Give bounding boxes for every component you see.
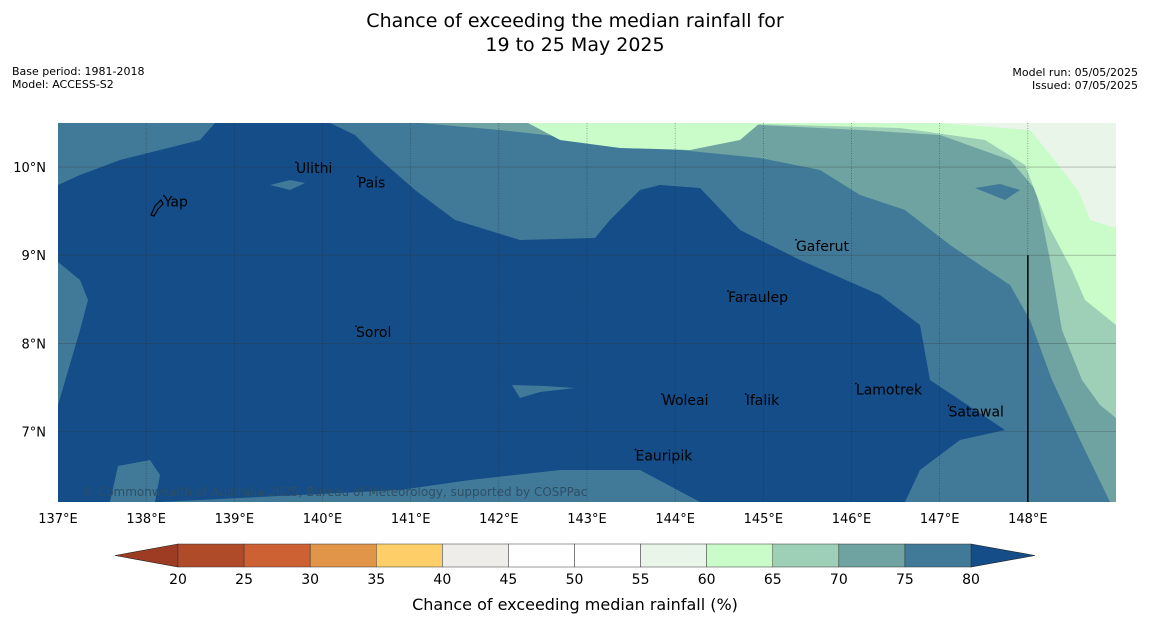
place-label: Ulithi — [296, 161, 332, 177]
region-80-plus — [58, 123, 1005, 502]
place-label: Woleai — [662, 393, 709, 409]
place-marker — [162, 194, 165, 197]
place-marker — [295, 161, 297, 164]
lon-tick-label: 143°E — [567, 512, 607, 527]
lon-tick-label: 144°E — [655, 512, 695, 527]
region-75-80-patch — [270, 180, 305, 190]
place-label: Pais — [358, 175, 386, 191]
colorbar-segment — [243, 543, 311, 568]
lon-tick-label: 145°E — [744, 512, 784, 527]
colorbar-segment — [772, 543, 840, 568]
region-75-80-patch — [110, 460, 160, 502]
info-left: Base period: 1981-2018 Model: ACCESS-S2 — [12, 65, 144, 91]
yap-island-shape — [150, 198, 164, 217]
info-right: Model run: 05/05/2025 Issued: 07/05/2025 — [1012, 66, 1138, 92]
region-70-75 — [355, 123, 1116, 502]
map-title-line2: 19 to 25 May 2025 — [485, 34, 665, 56]
region-55-60 — [940, 123, 1116, 228]
region-60-65-top — [528, 123, 760, 150]
colorbar-segment — [376, 543, 443, 568]
place-label: Satawal — [948, 405, 1003, 421]
colorbar-tick-label: 20 — [169, 572, 187, 588]
colorbar-tick-label: 70 — [830, 572, 848, 588]
colorbar-tick-label: 60 — [698, 572, 716, 588]
colorbar-tick-label: 65 — [764, 572, 782, 588]
lon-tick-label: 148°E — [1008, 512, 1048, 527]
region-75-80-patch — [975, 184, 1020, 200]
colorbar-tick-label: 45 — [500, 572, 518, 588]
colorbar-tick-label: 55 — [632, 572, 650, 588]
colorbar-segment — [442, 543, 509, 568]
colorbar-tick-label: 80 — [962, 572, 980, 588]
latitude-labels: 10°N 9°N 8°N 7°N — [13, 161, 46, 440]
colorbar-segment — [177, 543, 245, 568]
region-75-80-patch — [58, 262, 88, 340]
colorbar-tick-label: 35 — [367, 572, 385, 588]
colorbar-under-arrow — [114, 543, 179, 568]
place-marker — [795, 238, 797, 241]
place-label: Sorol — [356, 325, 391, 341]
model-run-text: Model run: 05/05/2025 — [1012, 66, 1138, 79]
place-marker — [727, 290, 729, 292]
lat-tick-label: 9°N — [22, 249, 47, 264]
colorbar-tick-label: 50 — [566, 572, 584, 588]
colorbar: 20 25 30 35 40 45 50 55 60 65 70 75 80 — [114, 543, 1036, 588]
colorbar-segment — [574, 543, 641, 568]
map-title: Chance of exceeding the median rainfall … — [0, 9, 1150, 57]
lon-tick-label: 139°E — [215, 512, 255, 527]
place-label: Gaferut — [796, 239, 850, 255]
map-gridlines — [58, 123, 1116, 502]
lon-tick-label: 147°E — [920, 512, 960, 527]
colorbar-over-arrow — [970, 543, 1036, 568]
colorbar-tick-label: 75 — [896, 572, 914, 588]
lon-tick-label: 137°E — [38, 512, 78, 527]
colorbar-title: Chance of exceeding median rainfall (%) — [412, 595, 738, 614]
issued-text: Issued: 07/05/2025 — [1031, 79, 1138, 92]
base-period-text: Base period: 1981-2018 — [12, 65, 145, 78]
copyright-text: © Commonwealth of Australia 2025, Bureau… — [82, 485, 587, 499]
lon-tick-label: 142°E — [479, 512, 519, 527]
lon-tick-label: 146°E — [832, 512, 872, 527]
colorbar-segment — [904, 543, 972, 568]
colorbar-segment — [309, 543, 377, 568]
lon-tick-label: 140°E — [303, 512, 343, 527]
longitude-labels: 137°E 138°E 139°E 140°E 141°E 142°E 143°E 144°E… — [38, 512, 1047, 527]
colorbar-tick-label: 30 — [301, 572, 319, 588]
lon-tick-label: 138°E — [126, 512, 166, 527]
lat-tick-label: 8°N — [22, 337, 47, 352]
lon-tick-label: 141°E — [391, 512, 431, 527]
model-text: Model: ACCESS-S2 — [12, 78, 114, 91]
place-marker — [634, 448, 637, 451]
place-marker — [356, 175, 359, 178]
place-label: Lamotrek — [856, 382, 923, 398]
place-label: Faraulep — [728, 290, 788, 306]
region-75-80-patch — [512, 385, 575, 398]
colorbar-segment — [706, 543, 774, 568]
colorbar-segment — [508, 543, 575, 568]
place-label: Ifalik — [746, 393, 780, 409]
place-labels: Yap Ulithi Pais Gaferut Faraulep Sorol Lamotre… — [163, 161, 1004, 464]
map-title-line1: Chance of exceeding the median rainfall … — [366, 10, 784, 32]
place-marker — [744, 393, 747, 395]
place-label: Eauripik — [635, 449, 693, 465]
lat-tick-label: 10°N — [13, 161, 46, 176]
map-plot-area: Yap Ulithi Pais Gaferut Faraulep Sorol Lamotre… — [58, 123, 1116, 502]
place-marker — [855, 382, 857, 385]
place-label: Yap — [163, 195, 188, 211]
lat-tick-label: 7°N — [22, 425, 47, 440]
place-marker — [947, 404, 950, 407]
colorbar-tick-label: 40 — [433, 572, 451, 588]
colorbar-segment — [838, 543, 906, 568]
colorbar-segment — [640, 543, 707, 568]
place-marker — [661, 393, 663, 395]
place-marker — [355, 325, 357, 328]
colorbar-tick-label: 25 — [235, 572, 253, 588]
